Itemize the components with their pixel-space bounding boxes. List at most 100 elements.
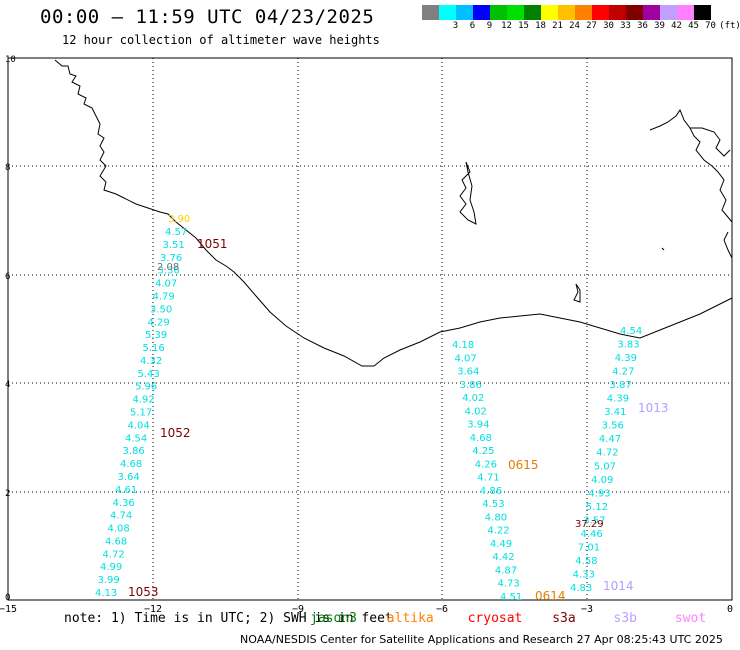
- wave-value: 4.25: [472, 446, 494, 457]
- wave-value: 3.50: [150, 304, 172, 315]
- wave-value: 4.93: [588, 488, 610, 499]
- y-tick: 8: [5, 163, 10, 173]
- wave-value: 3.83: [617, 340, 639, 351]
- wave-value: 3.86: [123, 446, 145, 457]
- wave-value: 4.26: [475, 459, 497, 470]
- color-scale-label: 6: [469, 21, 476, 31]
- wave-value: 3.41: [604, 407, 626, 418]
- color-scale-label: 39: [654, 21, 665, 31]
- color-swatch: [609, 5, 626, 20]
- wave-value: 4.39: [615, 353, 637, 364]
- color-scale-label: 70: [705, 21, 716, 31]
- legend-jason3: jason3: [310, 611, 357, 626]
- pass-label: 1051: [197, 237, 228, 251]
- credit-line: NOAA/NESDIS Center for Satellite Applica…: [240, 633, 723, 646]
- y-tick: 10: [5, 55, 16, 65]
- color-scale-label: 30: [603, 21, 614, 31]
- wave-value: 5.16: [143, 343, 165, 354]
- wave-value: 4.54: [125, 433, 147, 444]
- wave-value: 4.73: [498, 579, 520, 590]
- wave-value: 4.80: [485, 512, 507, 523]
- wave-value: 4.86: [480, 486, 502, 497]
- color-scale-label: 12: [501, 21, 512, 31]
- pass-label: 1052: [160, 426, 191, 440]
- wave-value: 5.96: [135, 382, 157, 393]
- wave-value-special: 3.90: [168, 214, 190, 225]
- wave-value: 4.07: [455, 353, 477, 364]
- pass-label: 1013: [638, 401, 669, 415]
- satellite-legend: jason3 altika cryosat s3a s3b swot: [310, 611, 706, 626]
- color-swatch: [660, 5, 677, 20]
- color-scale-bar: [422, 5, 711, 20]
- color-scale-labels: 3 6 9 12 15 18 21 24 27 30 33 36 39 42 45 70 (ft): [422, 21, 740, 33]
- x-tick: 0: [727, 604, 733, 615]
- color-swatch: [592, 5, 609, 20]
- wave-value: 3.99: [98, 575, 120, 586]
- wave-value-special: 37.29: [575, 519, 604, 530]
- y-axis-labels: 10 8 6 4 2 0: [5, 55, 16, 603]
- wave-value: 4.99: [100, 562, 122, 573]
- color-swatch: [524, 5, 541, 20]
- color-scale-label: 24: [569, 21, 580, 31]
- wave-value: 4.47: [599, 434, 621, 445]
- y-tick: 6: [5, 272, 10, 282]
- wave-value: 4.71: [477, 473, 499, 484]
- wave-value: 4.68: [470, 433, 492, 444]
- wave-value: 4.72: [596, 448, 618, 459]
- color-swatch: [439, 5, 456, 20]
- legend-altika: altika: [386, 611, 434, 626]
- x-tick: −9: [292, 604, 304, 615]
- wave-value: 5.07: [594, 461, 616, 472]
- wave-value: 4.27: [612, 367, 634, 378]
- color-swatch: [575, 5, 592, 20]
- wave-value: 4.02: [462, 393, 484, 404]
- color-swatch: [694, 5, 711, 20]
- wave-value: 4.58: [575, 556, 597, 567]
- color-scale-label: 36: [637, 21, 648, 31]
- x-axis-labels: −15 −12 −9 −6 −3 0: [0, 604, 733, 615]
- wave-value: 4.72: [103, 549, 125, 560]
- wave-value: 4.42: [492, 552, 514, 563]
- y-tick: 2: [5, 489, 10, 499]
- color-swatch: [626, 5, 643, 20]
- pass-label: 0615: [508, 458, 539, 472]
- wave-value: 4.92: [133, 395, 155, 406]
- wave-value: 4.36: [113, 498, 135, 509]
- wave-value: 4.53: [482, 499, 504, 510]
- wave-value: 4.74: [110, 511, 132, 522]
- wave-value: 4.08: [108, 524, 130, 535]
- color-scale-label: 18: [535, 21, 546, 31]
- wave-value: 4.18: [452, 340, 474, 351]
- wave-value: 4.51: [500, 592, 522, 603]
- color-swatch: [507, 5, 524, 20]
- color-scale-label: 21: [552, 21, 563, 31]
- wave-value: 3.94: [467, 420, 489, 431]
- wave-value: 3.56: [602, 421, 624, 432]
- color-scale-label: 27: [586, 21, 597, 31]
- x-tick: −3: [581, 604, 593, 615]
- color-scale-label: 3: [452, 21, 459, 31]
- map-frame: [7, 57, 733, 601]
- wave-value: 4.22: [487, 526, 509, 537]
- legend-s3b: s3b: [613, 611, 638, 626]
- color-swatch: [541, 5, 558, 20]
- wave-value: 4.39: [607, 394, 629, 405]
- wave-value: 3.57: [583, 515, 605, 526]
- coastline: [54, 59, 733, 367]
- note-text: note: 1) Time is in UTC; 2) SWH is in fe…: [64, 611, 393, 626]
- wave-value: 3.76: [160, 253, 182, 264]
- color-scale-label: 33: [620, 21, 631, 31]
- wave-value-special: 2.08: [157, 262, 179, 273]
- wave-value: 3.86: [460, 380, 482, 391]
- wave-value: 4.54: [620, 326, 642, 337]
- color-scale-label: 42: [671, 21, 682, 31]
- color-swatch: [643, 5, 660, 20]
- wave-value: 4.04: [128, 420, 150, 431]
- y-tick: 4: [5, 380, 10, 390]
- x-tick: −6: [436, 604, 448, 615]
- footer-note: note: 1) Time is in UTC; 2) SWH is in fe…: [64, 611, 393, 626]
- wave-value: 4.57: [165, 227, 187, 238]
- wave-value: 4.09: [591, 475, 613, 486]
- wave-value: 3.64: [118, 472, 140, 483]
- color-scale-label: 45: [688, 21, 699, 31]
